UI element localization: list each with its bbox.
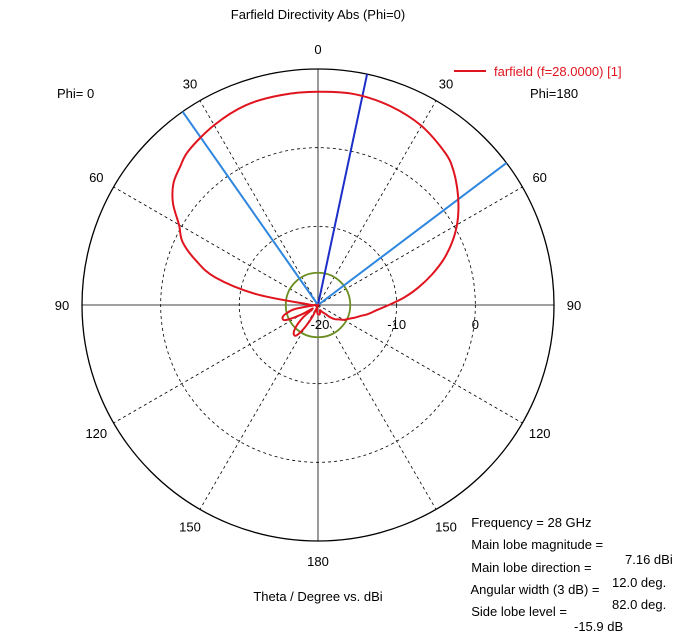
- angle-tick-label-240: 120: [85, 426, 107, 441]
- angle-gridline-240: [113, 304, 319, 424]
- chart-title: Farfield Directivity Abs (Phi=0): [231, 7, 405, 22]
- polar-plot: Farfield Directivity Abs (Phi=0) 0 30 60 90…: [55, 7, 622, 604]
- 3dB-beamwidth-right-line: [181, 111, 319, 306]
- x-axis-label: Theta / Degree vs. dBi: [253, 589, 382, 604]
- angle-tick-label-150: 150: [435, 520, 457, 535]
- angle-gridline-330: [199, 100, 319, 306]
- info-direction: Main lobe direction = 12.0 deg.: [464, 545, 666, 590]
- radial-tick-labels: -20 -10 0: [311, 317, 479, 332]
- series-group: [171, 90, 460, 337]
- angle-gridline-210: [199, 304, 319, 510]
- angle-tick-label-120: 120: [529, 426, 551, 441]
- radial-tick-label-0: -20: [311, 317, 330, 332]
- angle-tick-label-0: 0: [314, 42, 321, 57]
- width-value: 82.0 deg.: [612, 597, 667, 612]
- direction-value: 12.0 deg.: [612, 575, 667, 590]
- angle-tick-label-300: 60: [89, 170, 103, 185]
- angle-gridline-120: [317, 304, 523, 424]
- info-magnitude: Main lobe magnitude = 7.16 dBi: [464, 522, 672, 567]
- radial-tick-label-2: 0: [472, 317, 479, 332]
- radial-tick-label-1: -10: [387, 317, 406, 332]
- width-label: Angular width (3 dB) =: [470, 582, 600, 597]
- angle-tick-label-30: 30: [439, 76, 453, 91]
- angle-tick-label-60: 60: [532, 170, 546, 185]
- side-lobe-circle: [284, 271, 352, 339]
- phi-right-label: Phi=180: [530, 86, 578, 101]
- info-width: Angular width (3 dB) = 82.0 deg.: [464, 567, 667, 612]
- polar-grid: [81, 68, 555, 542]
- angle-tick-label-90: 90: [567, 298, 581, 313]
- angle-gridline-60: [317, 186, 523, 306]
- angle-tick-label-180: 180: [307, 554, 329, 569]
- phi-left-label: Phi= 0: [57, 86, 94, 101]
- frequency-text: Frequency = 28 GHz: [471, 515, 592, 530]
- legend: farfield (f=28.0000) [1]: [454, 64, 622, 79]
- angle-tick-labels: 0 30 60 90 120 150 180 150 120 90 60 30: [55, 42, 581, 569]
- series-line-0: [171, 90, 460, 337]
- angle-gridline-300: [113, 186, 319, 306]
- sidelobe-value: -15.9 dB: [574, 619, 624, 634]
- magnitude-value: 7.16 dBi: [625, 552, 673, 567]
- beam-markers: [181, 73, 508, 306]
- direction-label: Main lobe direction =: [471, 560, 592, 575]
- angle-tick-label-270: 90: [55, 298, 69, 313]
- side-lobe-level-circle: [284, 271, 352, 339]
- legend-entry: farfield (f=28.0000) [1]: [494, 64, 622, 79]
- angle-gridline-150: [317, 304, 437, 510]
- angle-gridline-30: [317, 100, 437, 306]
- main-lobe-direction-line: [317, 73, 369, 306]
- angle-tick-label-210: 150: [179, 520, 201, 535]
- 3dB-beamwidth-left-line: [317, 162, 508, 306]
- magnitude-label: Main lobe magnitude =: [471, 537, 604, 552]
- angle-tick-label-330: 30: [183, 76, 197, 91]
- info-frequency: Frequency = 28 GHz: [464, 500, 592, 530]
